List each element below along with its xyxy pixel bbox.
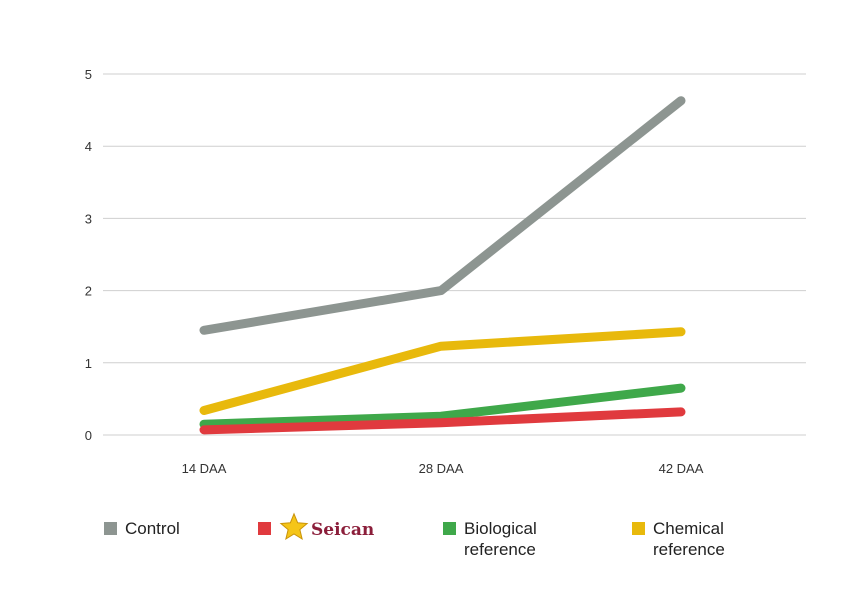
legend-label-line: reference: [464, 540, 536, 559]
y-tick-label: 4: [85, 139, 92, 154]
legend-label-control: Control: [125, 518, 180, 539]
y-tick-label: 3: [85, 211, 92, 226]
y-tick-label: 1: [85, 356, 92, 371]
series-line-chemical-reference: [199, 327, 686, 415]
seican-logo: Seican: [279, 512, 375, 542]
x-tick-label: 14 DAA: [182, 461, 227, 476]
legend-item-control: Control: [104, 518, 180, 539]
legend-item-biological: Biological reference: [443, 518, 537, 560]
legend-swatch-seican: [258, 522, 271, 535]
legend-swatch-biological: [443, 522, 456, 535]
legend-label-biological: Biological reference: [464, 518, 537, 560]
series-lines: [199, 96, 686, 435]
legend-item-seican: Seican: [258, 512, 375, 542]
y-axis-ticks: 0 1 2 3 4 5: [85, 67, 92, 443]
x-axis-ticks: 14 DAA 28 DAA 42 DAA: [182, 461, 704, 476]
legend: Control Seican Biological reference Chem…: [0, 512, 842, 578]
x-tick-label: 28 DAA: [419, 461, 464, 476]
legend-swatch-control: [104, 522, 117, 535]
series-line-biological-reference: [199, 383, 686, 429]
legend-label-chemical: Chemical reference: [653, 518, 725, 560]
legend-item-chemical: Chemical reference: [632, 518, 725, 560]
series-line-control: [199, 96, 686, 335]
legend-label-line: Chemical: [653, 519, 724, 538]
y-tick-label: 0: [85, 428, 92, 443]
star-icon: [279, 512, 309, 541]
legend-label-line: Control: [125, 519, 180, 538]
y-tick-label: 5: [85, 67, 92, 82]
series-line-seican: [199, 407, 686, 435]
y-tick-label: 2: [85, 284, 92, 299]
line-chart: 0 1 2 3 4 5 14 DAA 28 DAA 42 DAA: [85, 67, 806, 476]
legend-label-line: reference: [653, 540, 725, 559]
x-tick-label: 42 DAA: [659, 461, 704, 476]
seican-brand-text: Seican: [311, 520, 375, 540]
gridlines: [103, 73, 806, 436]
legend-swatch-chemical: [632, 522, 645, 535]
legend-label-line: Biological: [464, 519, 537, 538]
